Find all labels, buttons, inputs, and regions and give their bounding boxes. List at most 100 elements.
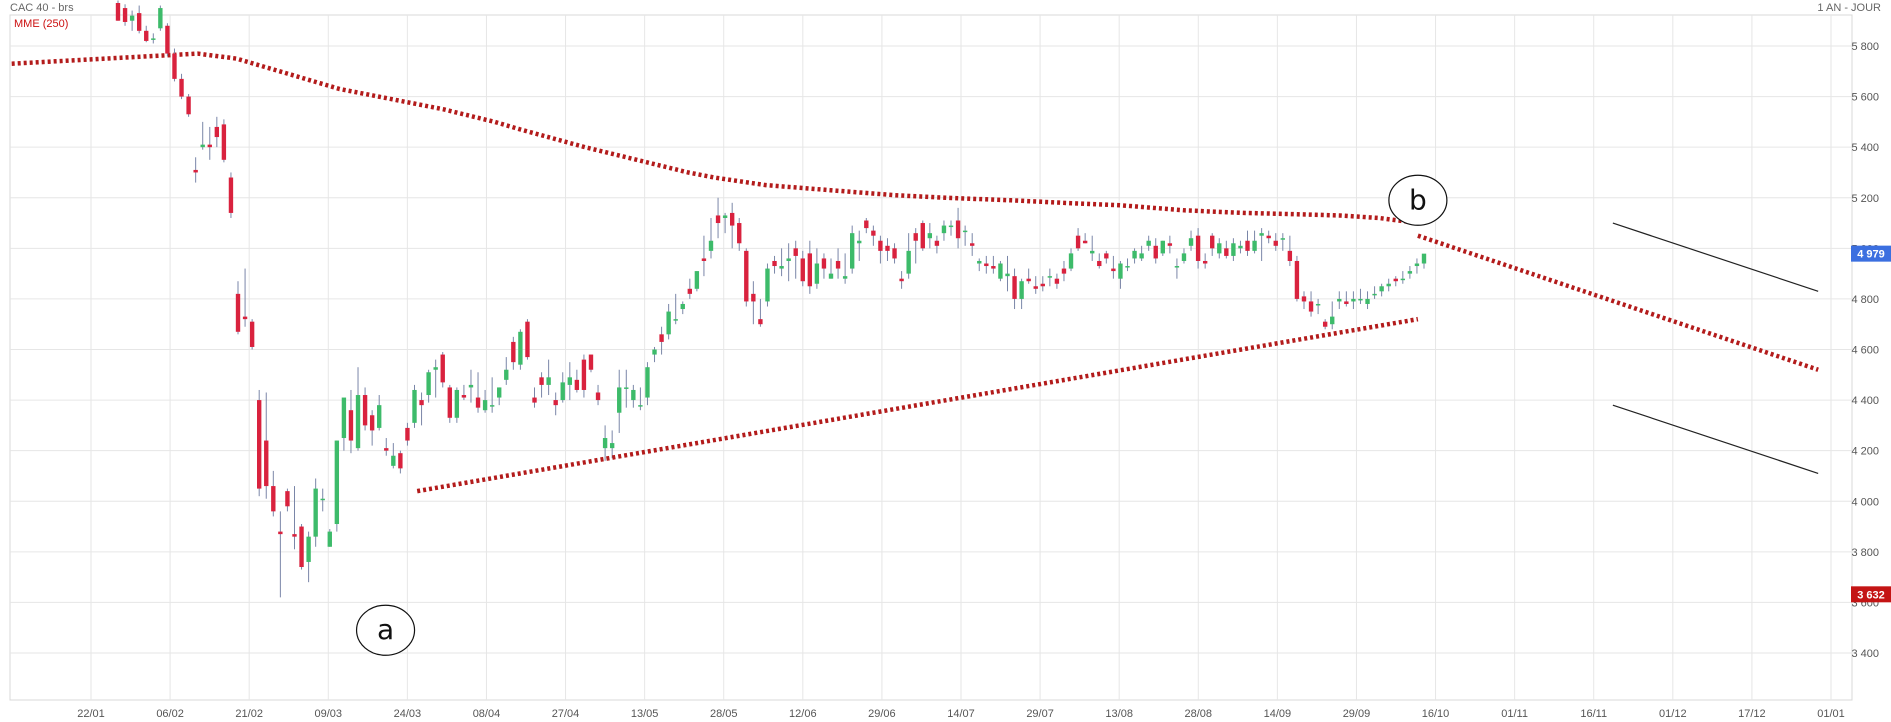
candle-up: [1365, 298, 1370, 304]
x-tick-label: 27/04: [552, 708, 580, 720]
candle-down: [278, 531, 283, 535]
candle-up: [680, 303, 685, 310]
candle-up: [631, 389, 636, 401]
candle-up: [200, 144, 205, 148]
candle-up: [1090, 250, 1095, 254]
candle-up: [624, 387, 629, 389]
candle-up: [560, 382, 565, 401]
candle-up: [609, 443, 615, 449]
candle-up: [948, 225, 954, 228]
candle-up: [327, 531, 332, 547]
candle-up: [1379, 286, 1384, 292]
candle-up: [454, 389, 460, 418]
candle-up: [151, 38, 156, 40]
candle-down: [1167, 243, 1173, 246]
candle-down: [1301, 296, 1307, 302]
candle-down: [1294, 260, 1300, 299]
candle-down: [864, 220, 869, 229]
mme-250-line: [11, 51, 1419, 226]
candle-up: [1005, 273, 1010, 277]
candle-up: [1047, 276, 1053, 278]
candle-up: [482, 400, 488, 411]
candle-down: [1012, 276, 1017, 299]
candle-up: [814, 263, 820, 284]
candle-down: [299, 526, 304, 568]
candle-down: [242, 316, 248, 320]
candle-up: [857, 240, 862, 244]
x-tick-label: 29/09: [1343, 708, 1371, 720]
candle-up: [1181, 253, 1187, 261]
candle-down: [186, 96, 191, 115]
candle-down: [292, 534, 297, 537]
x-tick-label: 01/11: [1501, 708, 1528, 720]
candle-down: [934, 240, 940, 246]
candle-down: [362, 395, 368, 426]
candle-up: [1160, 240, 1165, 254]
candle-down: [758, 319, 763, 325]
candle-down: [744, 250, 749, 302]
candle-up: [320, 498, 325, 501]
dotted-trendline: [416, 316, 1419, 494]
candle-down: [398, 453, 403, 469]
candle-up: [334, 440, 340, 525]
candle-down: [214, 126, 220, 138]
x-tick-label: 01/12: [1659, 708, 1687, 720]
wave-marker-b: [1388, 174, 1448, 226]
candle-up: [433, 367, 438, 370]
candle-down: [588, 354, 594, 370]
y-tick-label: 3 800: [1851, 547, 1879, 559]
candle-down: [553, 400, 558, 406]
wave-marker-a: [355, 604, 416, 656]
candle-up: [391, 455, 396, 466]
trendlines-group: [416, 222, 1819, 494]
candle-down: [1054, 278, 1060, 284]
candle-down: [249, 321, 255, 347]
candle-up: [1019, 281, 1024, 299]
candle-up: [1421, 253, 1427, 264]
candle-down: [525, 321, 530, 358]
candle-up: [1386, 283, 1391, 287]
candle-up: [412, 389, 417, 423]
candle-down: [913, 233, 918, 241]
candle-up: [129, 15, 135, 21]
candle-down: [1195, 235, 1201, 261]
candle-down: [1082, 240, 1088, 244]
candle-down: [228, 177, 234, 213]
x-tick-label: 16/10: [1422, 708, 1450, 720]
candle-down: [1104, 253, 1109, 259]
candle-down: [737, 223, 742, 244]
candle-up: [962, 230, 968, 233]
candle-up: [1330, 316, 1335, 325]
y-tick-label: 5 200: [1851, 193, 1879, 205]
y-tick-label: 4 200: [1851, 446, 1879, 458]
candle-up: [998, 263, 1003, 279]
y-tick-label: 4 800: [1851, 294, 1879, 306]
candle-up: [849, 233, 855, 269]
candle-up: [518, 331, 523, 365]
candle-up: [941, 225, 947, 234]
candle-down: [384, 448, 389, 451]
candle-down: [207, 144, 212, 148]
candle-down: [532, 397, 537, 403]
candle-up: [1315, 303, 1321, 306]
candle-down: [772, 260, 777, 267]
candle-down: [581, 359, 587, 390]
x-tick-label: 29/06: [868, 708, 896, 720]
candle-up: [1139, 253, 1144, 259]
candle-up: [977, 260, 982, 264]
candle-down: [1224, 248, 1229, 256]
candle-up: [906, 250, 911, 274]
candle-down: [899, 278, 904, 282]
candle-down: [1040, 283, 1045, 287]
candle-up: [1358, 298, 1363, 301]
candle-up: [694, 271, 700, 289]
candle-up: [1337, 298, 1342, 302]
candle-down: [115, 3, 121, 21]
wave-label-b: b: [1409, 183, 1427, 216]
candle-up: [842, 276, 848, 279]
candle-down: [892, 248, 897, 259]
candle-up: [779, 266, 784, 269]
candle-up: [1068, 253, 1074, 269]
